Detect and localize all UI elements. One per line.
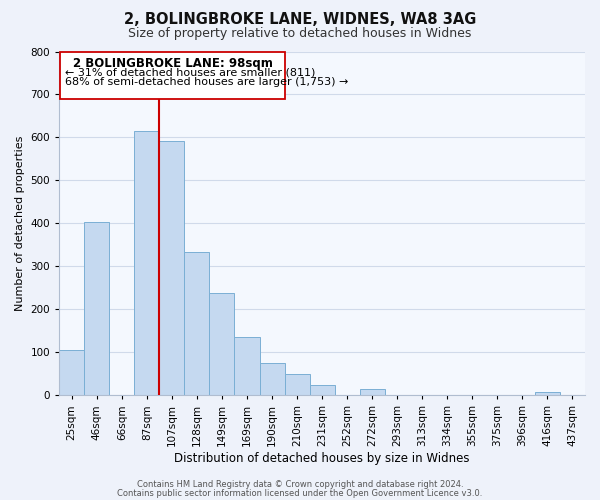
X-axis label: Distribution of detached houses by size in Widnes: Distribution of detached houses by size … (175, 452, 470, 465)
Bar (260, 362, 284, 396)
Text: Contains HM Land Registry data © Crown copyright and database right 2024.: Contains HM Land Registry data © Crown c… (137, 480, 463, 489)
FancyBboxPatch shape (61, 52, 284, 99)
Bar (184, 252, 209, 396)
Text: ← 31% of detached houses are smaller (811): ← 31% of detached houses are smaller (81… (65, 68, 316, 78)
Bar (59, 350, 84, 396)
Bar (235, 337, 260, 396)
Bar (160, 142, 184, 396)
Bar (284, 374, 310, 396)
Text: Contains public sector information licensed under the Open Government Licence v3: Contains public sector information licen… (118, 488, 482, 498)
Y-axis label: Number of detached properties: Number of detached properties (15, 136, 25, 311)
Bar (84, 222, 109, 396)
Text: 2 BOLINGBROKE LANE: 98sqm: 2 BOLINGBROKE LANE: 98sqm (73, 57, 272, 70)
Bar (310, 384, 335, 396)
Text: 2, BOLINGBROKE LANE, WIDNES, WA8 3AG: 2, BOLINGBROKE LANE, WIDNES, WA8 3AG (124, 12, 476, 28)
Text: 68% of semi-detached houses are larger (1,753) →: 68% of semi-detached houses are larger (… (65, 78, 349, 88)
Text: Size of property relative to detached houses in Widnes: Size of property relative to detached ho… (128, 28, 472, 40)
Bar (209, 294, 235, 396)
Bar (535, 392, 560, 396)
Bar (134, 132, 160, 396)
Bar (359, 389, 385, 396)
